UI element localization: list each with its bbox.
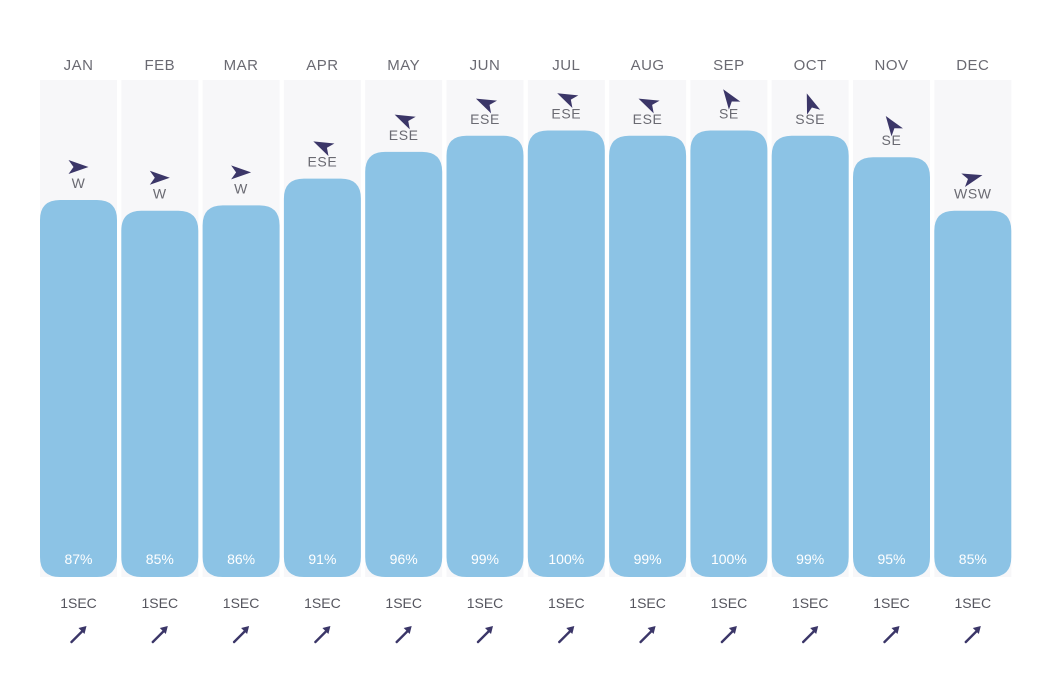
month-label: AUG (631, 57, 665, 74)
swell-direction-arrow-icon (883, 626, 900, 644)
swell-direction-arrow-icon (802, 626, 819, 644)
value-label: 86% (227, 551, 255, 567)
wind-direction-label: W (234, 180, 248, 196)
swell-period-label: 1SEC (955, 595, 992, 611)
value-label: 96% (390, 551, 418, 567)
wind-direction-label: SE (719, 105, 739, 121)
swell-direction-arrow-icon (232, 626, 250, 644)
wind-direction-label: ESE (470, 111, 500, 127)
wind-direction-arrow-icon (961, 173, 983, 188)
swell-direction-arrow-icon (720, 626, 737, 644)
month-label: DEC (956, 57, 989, 74)
value-label: 100% (711, 551, 747, 567)
value-label: 100% (548, 551, 584, 567)
value-label: 91% (308, 551, 336, 567)
wind-direction-arrow-icon (313, 141, 335, 157)
swell-direction-arrow-icon (639, 626, 656, 644)
bar (771, 135, 849, 578)
bar (121, 210, 199, 577)
swell-period-label: 1SEC (385, 595, 422, 611)
swell-period-label: 1SEC (60, 595, 97, 611)
swell-direction-arrow-icon (151, 626, 168, 644)
bar (853, 157, 930, 577)
wind-direction-label: SSE (795, 111, 825, 127)
value-label: 95% (877, 551, 905, 567)
swell-period-label: 1SEC (873, 595, 910, 611)
swell-period-label: 1SEC (792, 595, 829, 611)
month-label: APR (306, 57, 338, 74)
month-label: OCT (794, 57, 827, 74)
month-label: JUL (552, 57, 580, 74)
value-label: 99% (471, 551, 499, 567)
value-label: 99% (796, 551, 824, 567)
swell-period-label: 1SEC (304, 595, 341, 611)
month-label: FEB (144, 57, 175, 74)
wind-direction-label: ESE (389, 127, 419, 143)
bar (446, 135, 524, 578)
wind-direction-arrow-icon (149, 170, 170, 185)
bar (527, 130, 605, 577)
swell-direction-arrow-icon (558, 626, 575, 644)
swell-direction-arrow-icon (476, 626, 493, 644)
swell-period-label: 1SEC (142, 595, 179, 611)
swell-period-label: 1SEC (711, 595, 748, 611)
month-label: JUN (470, 57, 501, 74)
wind-direction-label: ESE (551, 105, 581, 121)
wind-direction-arrow-icon (68, 160, 89, 174)
bar (365, 151, 443, 577)
wind-direction-arrow-icon (638, 98, 660, 114)
value-label: 85% (146, 551, 174, 567)
wind-direction-arrow-icon (394, 114, 416, 130)
swell-direction-arrow-icon (964, 626, 981, 644)
swell-period-label: 1SEC (629, 595, 666, 611)
wind-direction-label: W (153, 186, 167, 202)
bar (690, 130, 768, 577)
bar (202, 205, 280, 577)
bar (609, 135, 687, 578)
swell-direction-arrow-icon (314, 626, 331, 644)
month-label: MAY (387, 57, 420, 74)
wind-direction-arrow-icon (231, 165, 252, 180)
value-label: 99% (634, 551, 662, 567)
wind-direction-label: SE (882, 132, 902, 148)
swell-direction-arrow-icon (395, 626, 412, 644)
wind-direction-label: ESE (307, 154, 337, 170)
swell-period-label: 1SEC (223, 595, 260, 611)
wind-direction-label: W (72, 175, 86, 191)
wind-direction-arrow-icon (885, 116, 903, 137)
wind-direction-arrow-icon (806, 93, 821, 115)
wind-direction-arrow-icon (557, 93, 579, 109)
wind-direction-arrow-icon (475, 98, 498, 114)
month-label: JAN (64, 57, 94, 74)
month-label: NOV (874, 57, 908, 74)
wind-direction-label: WSW (954, 186, 992, 202)
swell-period-label: 1SEC (467, 595, 504, 611)
value-label: 85% (959, 551, 987, 567)
value-label: 87% (64, 551, 92, 567)
bar (40, 200, 117, 577)
month-label: MAR (224, 57, 259, 74)
bar (934, 210, 1012, 577)
swell-direction-arrow-icon (70, 626, 87, 644)
swell-period-label: 1SEC (548, 595, 585, 611)
wind-direction-arrow-icon (723, 89, 741, 110)
bar (283, 178, 361, 577)
month-label: SEP (713, 57, 745, 74)
wind-direction-label: ESE (633, 111, 663, 127)
